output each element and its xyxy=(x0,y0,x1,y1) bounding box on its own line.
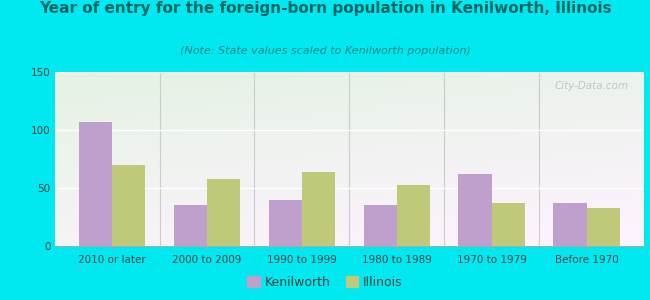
Bar xyxy=(112,165,146,246)
Bar xyxy=(586,208,620,246)
Bar xyxy=(174,206,207,246)
Bar xyxy=(491,203,525,246)
Text: City-Data.com: City-Data.com xyxy=(554,81,629,91)
Bar xyxy=(268,200,302,246)
Bar xyxy=(458,174,491,246)
Bar xyxy=(363,206,396,246)
Bar xyxy=(553,203,586,246)
Bar xyxy=(79,122,112,246)
Text: Year of entry for the foreign-born population in Kenilworth, Illinois: Year of entry for the foreign-born popul… xyxy=(39,2,611,16)
Bar xyxy=(302,172,335,246)
Legend: Kenilworth, Illinois: Kenilworth, Illinois xyxy=(242,271,408,294)
Bar xyxy=(207,179,240,246)
Text: (Note: State values scaled to Kenilworth population): (Note: State values scaled to Kenilworth… xyxy=(179,46,471,56)
Bar xyxy=(396,184,430,246)
